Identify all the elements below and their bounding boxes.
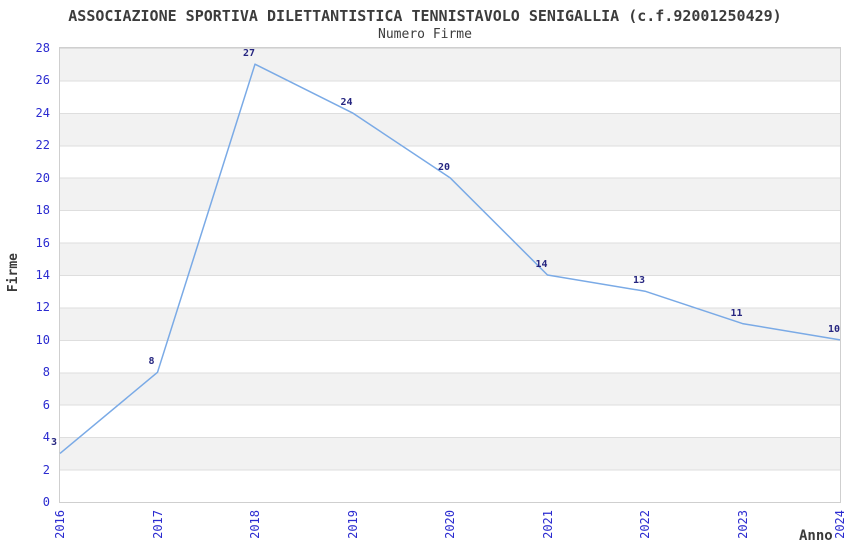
chart-title: ASSOCIAZIONE SPORTIVA DILETTANTISTICA TE… <box>68 7 782 25</box>
y-tick-label: 6 <box>42 397 50 412</box>
y-tick-label: 18 <box>35 203 50 218</box>
data-point-label: 11 <box>730 307 743 319</box>
data-point-label: 20 <box>437 161 451 173</box>
y-tick-label: 10 <box>35 332 50 347</box>
x-tick-label: 2022 <box>638 510 652 539</box>
y-tick-label: 8 <box>42 365 50 380</box>
data-point-label: 8 <box>148 356 155 368</box>
series-line <box>59 63 841 454</box>
x-tick-label: 2018 <box>248 510 262 539</box>
y-tick-label: 12 <box>35 300 50 315</box>
data-point-label: 24 <box>340 96 353 108</box>
line-series <box>59 63 841 454</box>
chart-subtitle: Numero Firme <box>378 27 472 42</box>
plot-area <box>59 47 841 503</box>
y-tick-label: 4 <box>42 430 50 445</box>
y-tick-label: 20 <box>35 170 50 185</box>
data-point-label: 13 <box>632 275 646 287</box>
x-tick-label: 2020 <box>443 510 457 539</box>
y-tick-label: 2 <box>42 462 50 477</box>
data-point-label: 14 <box>535 259 548 270</box>
y-tick-label: 26 <box>35 73 50 88</box>
data-point-label: 3 <box>50 437 58 449</box>
x-axis-title: Anno <box>799 528 833 544</box>
x-tick-label: 2019 <box>345 510 360 539</box>
x-tick-label: 2017 <box>150 510 165 539</box>
x-tick-label: 2023 <box>735 510 750 539</box>
y-tick-label: 24 <box>35 105 50 120</box>
y-tick-label: 14 <box>35 268 50 282</box>
data-point-label: 27 <box>242 48 256 60</box>
y-tick-label: 16 <box>35 235 50 250</box>
x-tick-label: 2016 <box>53 510 67 539</box>
y-tick-label: 22 <box>35 138 50 153</box>
x-tick-label: 2024 <box>833 510 847 539</box>
x-tick-label: 2021 <box>540 510 555 539</box>
y-tick-label: 28 <box>35 41 50 55</box>
y-tick-label: 0 <box>42 495 50 509</box>
data-point-label: 10 <box>827 323 841 335</box>
